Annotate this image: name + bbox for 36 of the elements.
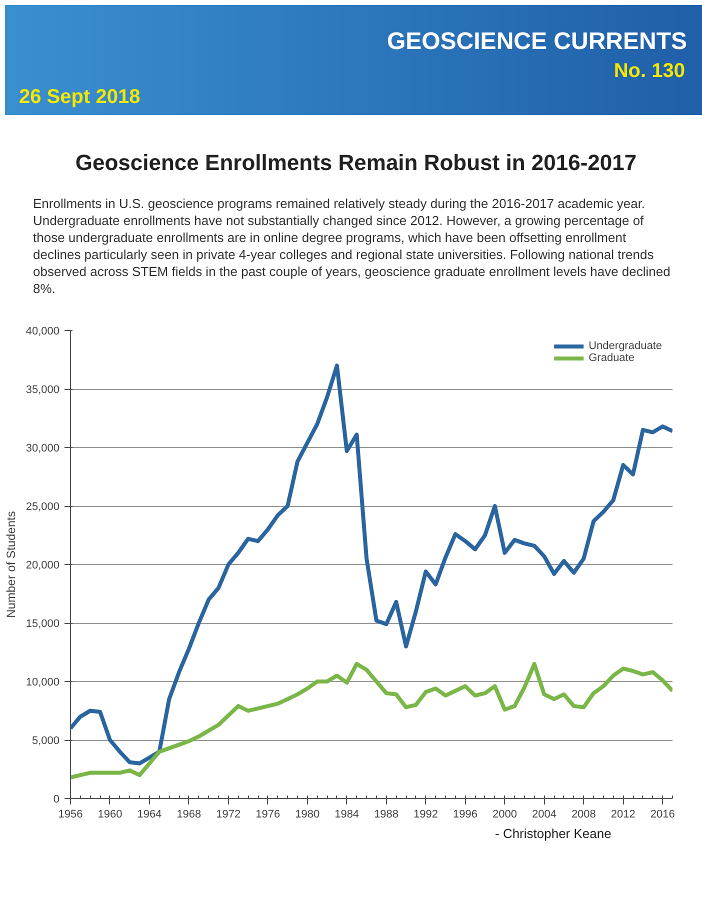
x-tick-label: 1988 — [374, 808, 399, 820]
x-tick-label: 1980 — [295, 808, 320, 820]
y-tick-label: 25,000 — [26, 501, 60, 513]
x-tick-label: 2000 — [492, 808, 517, 820]
x-tick-label: 2012 — [610, 808, 636, 820]
x-tick-label: 1968 — [176, 808, 202, 820]
x-tick-label: 2016 — [650, 808, 675, 820]
legend-label: Graduate — [588, 352, 634, 364]
x-tick-label: 1992 — [414, 808, 438, 820]
x-tick-label: 2004 — [532, 808, 556, 820]
text: 26 Sept 2018 — [19, 85, 140, 110]
text: GEOSCIENCE CURRENTS — [386, 27, 687, 57]
y-tick-label: 5,000 — [32, 735, 60, 747]
legend-label: Undergraduate — [588, 340, 662, 352]
y-tick-label: 30,000 — [26, 442, 60, 454]
x-tick-label: 1984 — [334, 808, 360, 820]
y-tick-label: 40,000 — [26, 326, 60, 338]
x-tick-label: 1976 — [256, 808, 280, 820]
chart-title: Geoscience Enrollments Remain Robust in 2016-2017 — [74, 149, 638, 177]
y-tick-label: 0 — [53, 794, 60, 806]
line-series — [70, 662, 672, 780]
text: No. 130 — [614, 59, 685, 84]
x-tick-label: 1960 — [98, 808, 122, 820]
x-tick-label: 1996 — [453, 808, 478, 820]
text: - Christopher Keane — [494, 825, 612, 843]
y-tick-label: 20,000 — [26, 560, 60, 572]
x-tick-label: 1956 — [58, 808, 83, 820]
x-tick-label: 2008 — [571, 808, 596, 820]
y-axis-title: Number of Students — [4, 511, 18, 618]
y-tick-label: 35,000 — [26, 384, 60, 396]
x-tick-label: 1972 — [216, 808, 241, 820]
x-tick-label: 1964 — [137, 808, 162, 820]
text: Enrollments in U.S. geoscience programs remained relatively steady during the 2016-2017 academic year. Undergraduate enrollments have not substantially changed since 2012. However, a growing percentage of those undergraduate enrollments are in online degree programs, which have been offsetting enrollment declines particularly seen in private 4-year colleges and regional state universities. Following national trends observed across STEM fields in the past couple of years, geoscience graduate enrollment levels have declined 8%. — [33, 195, 672, 297]
line-series — [70, 364, 672, 766]
y-tick-label: 10,000 — [26, 676, 60, 688]
y-tick-label: 15,000 — [26, 618, 60, 630]
